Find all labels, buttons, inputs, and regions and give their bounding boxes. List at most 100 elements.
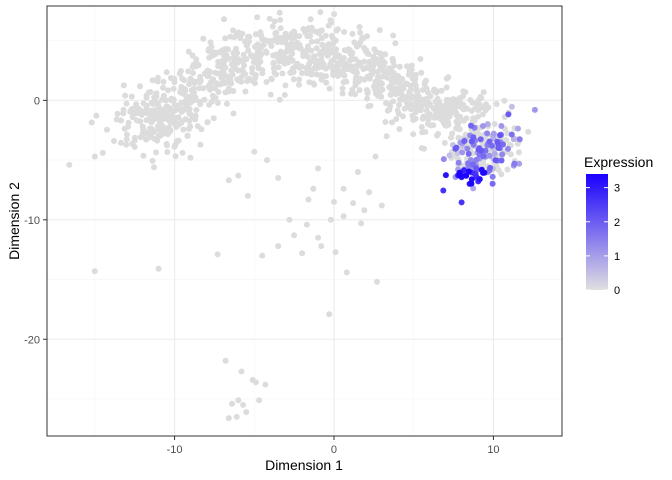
expression-point bbox=[470, 185, 477, 192]
grey-point bbox=[91, 153, 98, 160]
grey-point bbox=[147, 114, 154, 121]
grey-point bbox=[427, 93, 434, 100]
grey-point bbox=[477, 94, 484, 100]
grey-point bbox=[366, 75, 373, 82]
expression-point bbox=[482, 135, 489, 142]
grey-point bbox=[171, 75, 178, 82]
grey-point bbox=[252, 80, 258, 87]
expression-point bbox=[486, 152, 493, 159]
grey-point bbox=[327, 17, 334, 24]
grey-point bbox=[447, 96, 454, 103]
expression-point bbox=[480, 153, 487, 160]
grey-point bbox=[409, 72, 416, 79]
expression-point bbox=[473, 156, 480, 163]
grey-point bbox=[172, 107, 179, 114]
grey-point bbox=[187, 154, 194, 161]
grey-point bbox=[254, 14, 261, 21]
grey-point bbox=[445, 104, 452, 111]
expression-point bbox=[456, 172, 463, 179]
grey-point bbox=[368, 67, 375, 74]
grey-point bbox=[256, 397, 263, 404]
x-axis-label: Dimension 1 bbox=[265, 457, 343, 473]
grey-point bbox=[392, 40, 399, 47]
expression-point bbox=[440, 156, 447, 163]
grey-point bbox=[404, 63, 410, 70]
expression-point bbox=[442, 172, 449, 179]
grey-point bbox=[123, 141, 130, 148]
grey-point bbox=[322, 65, 329, 72]
expression-point bbox=[491, 121, 498, 127]
expression-point bbox=[446, 152, 453, 159]
expression-point bbox=[491, 150, 498, 157]
grey-point bbox=[175, 137, 182, 144]
expression-point bbox=[484, 121, 491, 128]
grey-point bbox=[276, 35, 282, 42]
grey-point bbox=[241, 38, 248, 45]
grey-point bbox=[322, 32, 329, 39]
grey-point bbox=[408, 93, 415, 99]
grey-point bbox=[325, 51, 332, 58]
expression-point bbox=[468, 180, 475, 187]
grey-point bbox=[268, 75, 275, 82]
grey-point bbox=[407, 86, 414, 93]
grey-point bbox=[271, 18, 278, 25]
grey-point bbox=[453, 111, 460, 118]
grey-point bbox=[276, 9, 283, 16]
y-tick-label: -20 bbox=[24, 334, 40, 346]
grey-point bbox=[122, 92, 129, 99]
grey-point bbox=[336, 52, 343, 59]
grey-point bbox=[305, 196, 312, 203]
grey-point bbox=[352, 63, 359, 70]
grey-point bbox=[348, 63, 354, 70]
grey-point bbox=[326, 85, 333, 92]
grey-point bbox=[501, 97, 508, 104]
grey-point bbox=[352, 79, 359, 85]
grey-point bbox=[66, 161, 73, 168]
grey-point bbox=[258, 33, 265, 39]
grey-point bbox=[417, 56, 424, 62]
grey-point bbox=[307, 16, 314, 23]
grey-point bbox=[155, 265, 162, 272]
grey-point bbox=[171, 143, 178, 150]
grey-point bbox=[408, 101, 415, 108]
y-tick-label: 0 bbox=[34, 95, 40, 107]
grey-point bbox=[229, 62, 236, 69]
grey-point bbox=[268, 43, 275, 49]
plot-panel bbox=[47, 6, 562, 436]
grey-point bbox=[439, 118, 446, 124]
grey-point bbox=[172, 122, 179, 129]
grey-point bbox=[164, 149, 171, 155]
grey-point bbox=[272, 29, 279, 36]
grey-point bbox=[310, 53, 317, 60]
grey-point bbox=[256, 57, 263, 64]
grey-point bbox=[267, 38, 274, 44]
grey-point bbox=[356, 87, 363, 94]
grey-point bbox=[313, 45, 320, 52]
grey-point bbox=[467, 97, 474, 103]
grey-point bbox=[186, 118, 193, 125]
grey-point bbox=[118, 117, 124, 124]
grey-point bbox=[156, 117, 163, 123]
grey-point bbox=[244, 78, 251, 85]
grey-point bbox=[178, 99, 185, 106]
expression-point bbox=[515, 149, 522, 156]
grey-point bbox=[143, 102, 150, 109]
grey-point bbox=[151, 164, 157, 171]
expression-point bbox=[486, 138, 493, 145]
expression-point bbox=[468, 138, 475, 145]
grey-point bbox=[162, 127, 169, 134]
grey-point bbox=[332, 249, 339, 256]
expression-point bbox=[505, 111, 512, 118]
grey-point bbox=[319, 41, 326, 48]
grey-point bbox=[378, 56, 385, 63]
grey-point bbox=[283, 48, 290, 55]
grey-point bbox=[137, 118, 144, 125]
grey-point bbox=[165, 87, 172, 94]
grey-point bbox=[376, 27, 383, 34]
grey-point bbox=[231, 34, 238, 41]
grey-point bbox=[151, 135, 158, 142]
grey-point bbox=[400, 113, 406, 120]
grey-point bbox=[331, 11, 338, 18]
expression-point bbox=[464, 145, 471, 152]
